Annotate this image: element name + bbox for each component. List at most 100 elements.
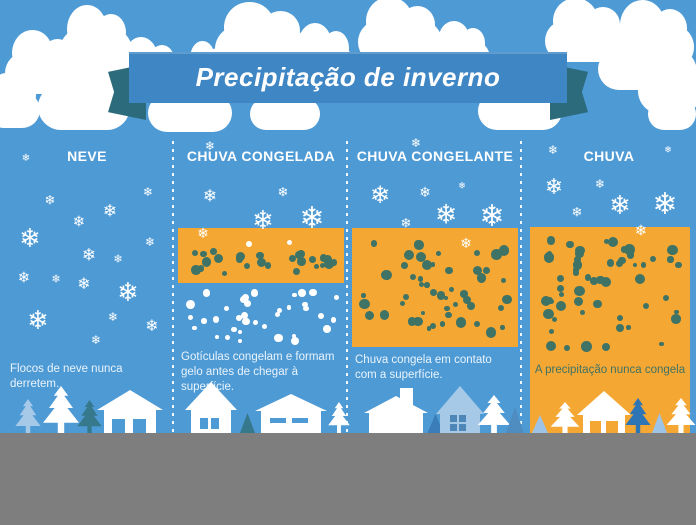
rain-drops-dot — [667, 256, 674, 263]
window-icon — [606, 421, 618, 434]
rain-drops-dot — [607, 237, 619, 248]
rain-drops-dot — [590, 276, 599, 285]
sleet-ice-pellets-dot — [225, 335, 231, 340]
rain-drops-dot — [632, 262, 637, 267]
snowflake-icon: ❄ — [547, 143, 559, 157]
rain-drops-dot — [545, 340, 557, 351]
caption-chuva-congelada: Gotículas congelam e formam gelo antes d… — [181, 351, 335, 393]
rain-drops-dot — [575, 249, 584, 258]
freezing-rain-drops-dot — [460, 290, 468, 298]
rain-drops-dot — [662, 294, 669, 301]
sleet-ice-pellets-dot — [241, 312, 249, 320]
sleet-ice-pellets-dot — [273, 333, 283, 343]
freezing-rain-drops-dot — [500, 325, 505, 330]
window-icon — [459, 424, 466, 431]
raindrop-dot — [287, 240, 292, 245]
freezing-rain-drops-dot — [445, 311, 452, 319]
sleet-ice-pellets-dot — [242, 317, 250, 326]
rain-drops-dot — [555, 301, 567, 312]
rain-drops-dot — [573, 296, 584, 306]
rain-drops-dot — [616, 260, 624, 268]
snowflake-icon: ❄ — [51, 273, 61, 286]
rain-drops-dot — [667, 244, 678, 256]
sleet-frozen-drops-dot — [297, 256, 306, 266]
freezing-rain-drops-dot — [444, 306, 450, 312]
caption-chuva-congelante: Chuva congela em contato com a superfíci… — [355, 354, 492, 381]
freezing-rain-drops-dot — [485, 327, 496, 338]
snowflake-icon: ❄ — [369, 182, 391, 209]
snowflake-icon: ❄ — [410, 136, 422, 150]
cloud-icon — [0, 73, 40, 128]
sleet-frozen-drops-dot — [331, 259, 338, 266]
sleet-frozen-drops-dot — [201, 257, 212, 268]
rain-drops-dot — [626, 325, 631, 330]
window-icon — [450, 415, 457, 422]
freezing-rain-drops-dot — [483, 266, 491, 274]
sleet-frozen-drops-dot — [324, 258, 335, 269]
rain-drops-dot — [596, 275, 605, 285]
sleet-ice-pellets-dot — [250, 289, 258, 297]
column-divider — [346, 141, 348, 433]
sleet-frozen-drops-dot — [191, 249, 198, 256]
sleet-frozen-drops-dot — [244, 263, 251, 270]
freezing-rain-drops-dot — [501, 294, 512, 305]
rain-drops-dot — [546, 296, 553, 304]
rain-drops-dot — [635, 273, 646, 284]
freezing-rain-drops-dot — [418, 281, 425, 288]
freezing-rain-drops-dot — [473, 265, 483, 275]
snowflake-icon: ❄ — [17, 269, 31, 287]
rain-drops-dot — [604, 239, 609, 245]
page-title: Precipitação de inverno — [195, 62, 501, 92]
tree-icon — [43, 386, 79, 435]
freezing-rain-drops-dot — [358, 298, 370, 310]
rain-drops-dot — [649, 255, 656, 262]
sleet-ice-pellets-dot — [318, 313, 325, 320]
sleet-ice-pellets-dot — [237, 330, 242, 335]
snowflake-icon: ❄ — [44, 192, 56, 208]
rain-drops-dot — [627, 251, 634, 258]
column-header-chuva: CHUVA — [583, 148, 635, 164]
snowflake-icon: ❄ — [277, 184, 289, 200]
freezing-rain-drops-dot — [401, 262, 408, 269]
rain-drops-dot — [642, 302, 650, 310]
snowflake-icon: ❄ — [458, 180, 466, 191]
rain-drops-dot — [573, 255, 581, 263]
rain-drops-dot — [556, 284, 565, 293]
snowflake-icon: ❄ — [19, 223, 41, 253]
freezing-rain-drops-dot — [497, 304, 505, 311]
house-icon — [436, 386, 484, 433]
sleet-ice-pellets-dot — [239, 295, 247, 303]
rain-drops-dot — [671, 314, 681, 325]
snowflake-icon: ❄ — [634, 222, 648, 240]
freezing-rain-drops-dot — [473, 320, 480, 327]
snowflake-icon: ❄ — [77, 276, 91, 293]
sleet-frozen-drops-dot — [264, 262, 272, 269]
sleet-frozen-drops-dot — [294, 251, 303, 260]
sleet-frozen-drops-dot — [199, 250, 207, 258]
sleet-frozen-drops-dot — [257, 258, 266, 268]
sleet-frozen-drops-dot — [288, 255, 296, 263]
rain-drops-dot — [602, 342, 611, 351]
sleet-ice-pellets-dot — [274, 311, 280, 318]
snowflake-icon: ❄ — [21, 153, 31, 164]
window-icon — [459, 415, 466, 422]
window-icon — [590, 421, 601, 434]
rain-drops-dot — [572, 260, 583, 270]
window-icon — [292, 418, 308, 423]
sleet-frozen-drops-dot — [292, 268, 301, 276]
rain-drops-dot — [659, 342, 664, 347]
rain-drops-dot — [579, 309, 585, 315]
rain-drops-dot — [556, 274, 565, 282]
column-header-neve: NEVE — [67, 148, 107, 164]
sleet-frozen-drops-dot — [319, 263, 326, 269]
rain-drops-dot — [548, 328, 555, 334]
freezing-rain-drops-dot — [456, 317, 467, 328]
freezing-rain-drops-dot — [400, 300, 406, 306]
freezing-rain-drops-dot — [415, 251, 427, 263]
freezing-rain-drops-dot — [429, 288, 438, 296]
freezing-rain-drops-dot — [429, 322, 436, 329]
sleet-ice-pellets-dot — [188, 315, 193, 321]
snowflake-icon: ❄ — [460, 235, 472, 251]
snowflake-icon: ❄ — [419, 184, 431, 200]
snowflake-icon: ❄ — [142, 185, 154, 199]
